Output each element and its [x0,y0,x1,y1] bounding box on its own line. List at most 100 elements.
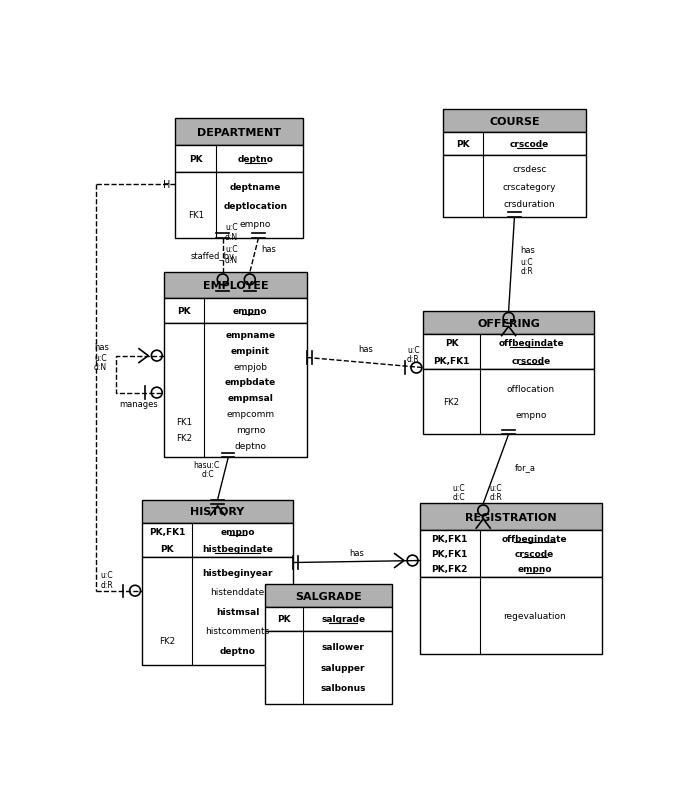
Text: histcomments: histcomments [206,626,270,635]
Bar [142,557,293,666]
Text: empinit: empinit [231,346,270,355]
Text: empno: empno [518,565,552,573]
Text: salbonus: salbonus [320,683,366,693]
Text: H: H [164,180,170,190]
Text: PK,FK2: PK,FK2 [431,565,468,573]
Text: crscategory: crscategory [502,183,556,192]
Text: for_a: for_a [515,462,536,472]
Text: d:N: d:N [225,233,238,242]
Text: mgrno: mgrno [236,426,265,435]
Bar [264,585,393,608]
Text: salgrade: salgrade [321,614,365,624]
Text: OFFERING: OFFERING [477,318,540,328]
Bar [443,110,586,133]
Text: empcomm: empcomm [226,410,275,419]
Text: histmsal: histmsal [216,607,259,616]
Text: has: has [94,343,109,352]
Text: histbeginyear: histbeginyear [202,568,273,577]
Text: COURSE: COURSE [489,116,540,127]
Text: has: has [358,345,373,354]
Text: DEPARTMENT: DEPARTMENT [197,128,282,138]
Text: crsduration: crsduration [504,200,555,209]
Text: u:C: u:C [100,570,113,579]
Text: regevaluation: regevaluation [503,611,566,620]
Text: PK: PK [456,140,470,149]
Text: empbdate: empbdate [225,378,276,387]
Text: u:C: u:C [452,483,465,492]
Text: d:R: d:R [489,492,502,501]
Bar [164,298,307,323]
Text: PK: PK [160,545,174,553]
Text: u:C: u:C [94,354,107,363]
Text: u:C: u:C [489,483,502,492]
Text: histenddate: histenddate [210,587,264,597]
Text: FK2: FK2 [444,398,460,407]
Text: deptname: deptname [230,183,281,192]
Text: FK2: FK2 [159,636,175,646]
Text: d:R: d:R [406,355,420,364]
Bar [175,173,303,238]
Text: empno: empno [220,527,255,537]
Bar [164,273,307,298]
Text: FK1: FK1 [176,418,192,427]
Bar [142,523,293,557]
Bar [424,311,594,334]
Bar [264,630,393,704]
Text: histbegindate: histbegindate [202,545,273,553]
Bar [420,504,602,531]
Bar [175,119,303,146]
Bar [142,500,293,523]
Text: salupper: salupper [321,662,366,672]
Text: offbegindate: offbegindate [502,534,567,543]
Text: staffed_by: staffed_by [190,251,234,261]
Text: empjob: empjob [233,363,267,371]
Text: PK,FK1: PK,FK1 [149,527,185,537]
Text: empno: empno [239,220,271,229]
Bar [175,146,303,173]
Text: d:C: d:C [452,492,465,501]
Text: SALGRADE: SALGRADE [295,591,362,602]
Bar [420,577,602,654]
Text: deptno: deptno [235,441,266,450]
Text: has: has [521,246,535,255]
Bar [264,608,393,630]
Bar [424,369,594,435]
Text: PK,FK1: PK,FK1 [431,549,468,558]
Text: offlocation: offlocation [507,384,555,393]
Text: d:C: d:C [201,469,214,478]
Text: deptlocation: deptlocation [224,201,288,210]
Text: manages: manages [119,400,157,409]
Text: PK: PK [189,156,203,164]
Text: HISTORY: HISTORY [190,507,245,516]
Text: PK: PK [277,614,290,624]
Text: PK,FK1: PK,FK1 [433,356,470,365]
Text: PK: PK [444,338,458,348]
Text: has: has [349,548,364,557]
Text: u:C: u:C [225,222,237,231]
Text: hasu:C: hasu:C [193,460,219,469]
Text: empno: empno [515,411,546,419]
Text: d:N: d:N [225,255,238,265]
Text: d:R: d:R [521,267,533,276]
Text: deptno: deptno [219,646,255,655]
Text: crscode: crscode [511,356,551,365]
Bar [443,156,586,218]
Text: d:N: d:N [94,363,107,372]
Text: empmsal: empmsal [228,394,273,403]
Text: REGISTRATION: REGISTRATION [465,512,556,522]
Text: u:C: u:C [407,346,420,354]
Text: PK,FK1: PK,FK1 [431,534,468,543]
Bar [443,133,586,156]
Text: crscode: crscode [510,140,549,149]
Text: empname: empname [226,330,275,339]
Text: crscode: crscode [515,549,554,558]
Text: offbegindate: offbegindate [498,338,564,348]
Text: FK1: FK1 [188,211,204,220]
Bar [420,531,602,577]
Text: deptno: deptno [237,156,273,164]
Text: sallower: sallower [322,642,364,651]
Text: d:R: d:R [100,580,113,589]
Text: u:C: u:C [225,245,237,253]
Bar [424,334,594,369]
Text: u:C: u:C [521,257,533,266]
